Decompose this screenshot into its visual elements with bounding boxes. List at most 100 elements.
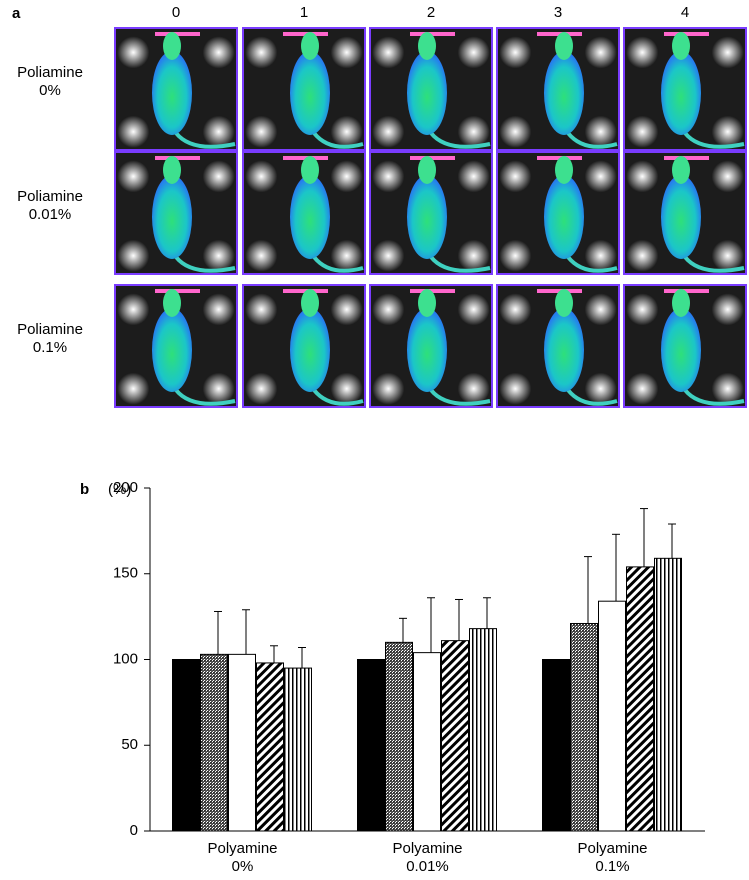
- image-header: [664, 32, 709, 36]
- light-spot: [372, 239, 405, 272]
- light-spot: [711, 239, 744, 272]
- mouse-body: [544, 308, 584, 392]
- light-spot: [330, 36, 363, 69]
- light-spot: [330, 372, 363, 405]
- image-header: [155, 32, 200, 36]
- image-header: [410, 156, 455, 160]
- mouse-body: [290, 308, 330, 392]
- row-label: Poliamine 0%: [17, 64, 83, 99]
- light-spot: [711, 115, 744, 148]
- x-tick-label: Polyamine 0.1%: [577, 840, 647, 875]
- light-spot: [117, 293, 150, 326]
- bar: [626, 566, 654, 832]
- light-spot: [372, 293, 405, 326]
- y-tick-label: 0: [130, 822, 138, 839]
- panel-label: b: [80, 481, 89, 498]
- bar: [542, 659, 570, 832]
- image-header: [410, 289, 455, 293]
- mouse-image: [496, 284, 620, 408]
- bar: [228, 653, 256, 832]
- mouse-body: [407, 175, 447, 259]
- light-spot: [372, 160, 405, 193]
- mouse-body: [152, 175, 192, 259]
- light-spot: [245, 372, 278, 405]
- mouse-head: [672, 156, 690, 184]
- light-spot: [499, 293, 532, 326]
- light-spot: [202, 160, 235, 193]
- column-label: 1: [300, 4, 308, 21]
- light-spot: [711, 372, 744, 405]
- light-spot: [202, 293, 235, 326]
- mouse-head: [418, 289, 436, 317]
- mouse-body: [407, 51, 447, 135]
- light-spot: [626, 372, 659, 405]
- bar: [598, 600, 626, 832]
- bar: [172, 659, 200, 832]
- light-spot: [117, 160, 150, 193]
- mouse-image: [496, 27, 620, 151]
- x-tick-label: Polyamine 0.01%: [392, 840, 462, 875]
- light-spot: [626, 36, 659, 69]
- image-header: [155, 156, 200, 160]
- light-spot: [117, 36, 150, 69]
- mouse-head: [301, 289, 319, 317]
- bar: [413, 652, 441, 832]
- bar: [284, 667, 312, 832]
- bar: [385, 641, 413, 832]
- mouse-head: [418, 32, 436, 60]
- light-spot: [584, 293, 617, 326]
- mouse-image: [369, 27, 493, 151]
- mouse-tail: [174, 131, 236, 149]
- mouse-body: [290, 175, 330, 259]
- bar: [570, 622, 598, 832]
- light-spot: [202, 115, 235, 148]
- image-header: [410, 32, 455, 36]
- mouse-tail: [429, 388, 491, 406]
- y-tick-label: 100: [113, 650, 138, 667]
- light-spot: [626, 115, 659, 148]
- light-spot: [457, 160, 490, 193]
- column-label: 0: [172, 4, 180, 21]
- mouse-head: [301, 32, 319, 60]
- mouse-body: [544, 51, 584, 135]
- light-spot: [330, 115, 363, 148]
- mouse-head: [418, 156, 436, 184]
- mouse-image: [623, 151, 747, 275]
- mouse-image: [623, 284, 747, 408]
- bar: [256, 662, 284, 832]
- light-spot: [202, 36, 235, 69]
- mouse-tail: [683, 255, 745, 273]
- mouse-body: [152, 51, 192, 135]
- y-tick-label: 200: [113, 479, 138, 496]
- light-spot: [372, 372, 405, 405]
- mouse-body: [407, 308, 447, 392]
- mouse-image: [242, 27, 366, 151]
- row-label: Poliamine 0.1%: [17, 321, 83, 356]
- mouse-tail: [429, 131, 491, 149]
- mouse-image: [369, 284, 493, 408]
- light-spot: [372, 36, 405, 69]
- image-header: [155, 289, 200, 293]
- light-spot: [499, 160, 532, 193]
- mouse-tail: [174, 255, 236, 273]
- light-spot: [372, 115, 405, 148]
- light-spot: [711, 293, 744, 326]
- mouse-tail: [312, 255, 364, 273]
- mouse-body: [544, 175, 584, 259]
- mouse-image: [114, 27, 238, 151]
- y-axis-label: (%): [108, 481, 131, 498]
- mouse-image: [496, 151, 620, 275]
- light-spot: [584, 372, 617, 405]
- light-spot: [584, 36, 617, 69]
- mouse-body: [661, 308, 701, 392]
- mouse-image: [114, 151, 238, 275]
- mouse-head: [163, 32, 181, 60]
- mouse-body: [152, 308, 192, 392]
- mouse-image: [369, 151, 493, 275]
- mouse-head: [555, 289, 573, 317]
- light-spot: [330, 293, 363, 326]
- light-spot: [457, 115, 490, 148]
- mouse-tail: [566, 255, 618, 273]
- light-spot: [245, 160, 278, 193]
